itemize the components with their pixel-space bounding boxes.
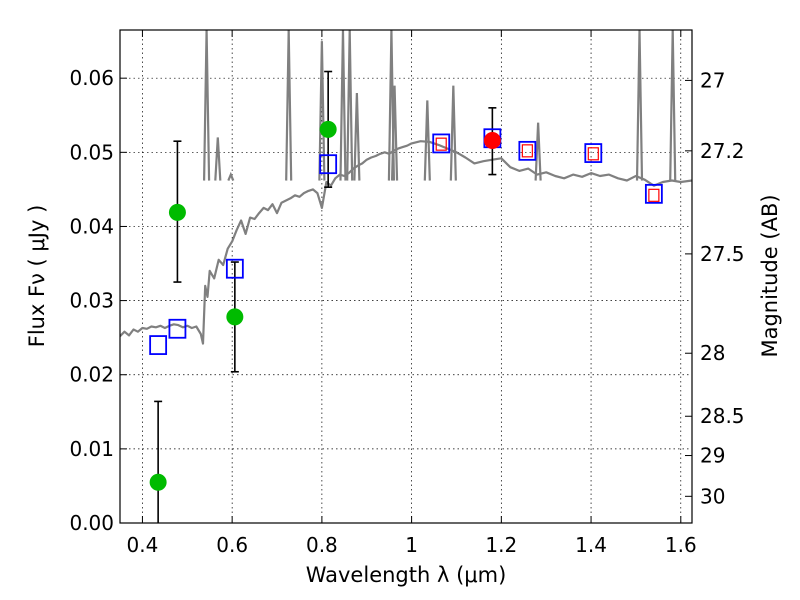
right-axis-title: Magnitude (AB) <box>758 194 782 357</box>
right-tick-label: 27 <box>700 68 725 92</box>
emission-spike <box>346 30 354 181</box>
emission-spike <box>339 30 347 181</box>
model-photometry-square <box>225 258 244 279</box>
x-tick-label: 1.4 <box>575 533 607 557</box>
data-layer <box>120 30 692 523</box>
emission-spike <box>285 30 293 181</box>
spectrum-line <box>120 140 692 345</box>
observed-green-point <box>319 120 337 138</box>
emission-spike <box>227 171 235 181</box>
x-tick-label: 0.6 <box>216 533 248 557</box>
emission-spike <box>669 30 677 181</box>
right-tick-label: 29 <box>700 444 725 468</box>
model-photometry-square <box>584 143 603 163</box>
x-tick-label: 1.6 <box>665 533 697 557</box>
y-axis-title: Flux Fν ( μJy ) <box>25 205 49 348</box>
x-axis-title: Wavelength λ (μm) <box>306 563 507 587</box>
emission-spike <box>534 122 542 181</box>
observed-green-point <box>226 308 244 326</box>
emission-spike <box>635 30 644 181</box>
x-tick-label: 1.2 <box>485 533 517 557</box>
y-tick-label: 0.04 <box>69 214 114 238</box>
x-tick-label: 0.4 <box>127 533 159 557</box>
model-photometry-square <box>432 133 451 154</box>
y-tick-label: 0.01 <box>69 437 114 461</box>
right-tick-label: 28.5 <box>700 404 745 428</box>
emission-spike <box>390 85 399 181</box>
emission-spike <box>214 137 222 181</box>
model-photometry-square <box>644 183 663 204</box>
emission-spike <box>423 100 431 181</box>
plot-frame <box>119 29 693 524</box>
y-tick-label: 0.05 <box>69 140 114 164</box>
observed-red-point <box>483 131 501 149</box>
right-tick-label: 27.5 <box>700 242 745 266</box>
x-tick-label: 0.8 <box>306 533 338 557</box>
observed-red-point <box>521 144 533 158</box>
right-tick-label: 27.2 <box>700 139 745 163</box>
right-tick-label: 30 <box>700 484 725 508</box>
tick-labels: 0.4 0.6 0.8 1 1.2 1.4 1.6 0.00 0.01 0.02 0.03 0.04 0… <box>69 66 744 557</box>
y-tick-label: 0.03 <box>69 289 114 313</box>
model-photometry-square <box>518 140 537 161</box>
ticks <box>120 30 692 524</box>
observed-red-point <box>648 188 660 202</box>
x-tick-label: 1 <box>405 533 418 557</box>
model-photometry-square <box>168 318 187 339</box>
right-tick-label: 28 <box>700 341 725 365</box>
model-photometry-square <box>319 154 338 175</box>
observed-red-point <box>587 147 599 161</box>
observed-green-point <box>168 203 186 221</box>
emission-spike <box>202 30 211 181</box>
observed-red-point <box>435 137 447 151</box>
y-tick-label: 0.02 <box>69 363 114 387</box>
observed-green-point <box>149 473 167 491</box>
emission-spike <box>353 92 361 181</box>
grid <box>120 30 692 524</box>
y-tick-label: 0.06 <box>69 66 114 90</box>
emission-spike <box>449 85 457 181</box>
y-tick-label: 0.00 <box>69 511 114 535</box>
model-photometry-square <box>149 335 168 355</box>
